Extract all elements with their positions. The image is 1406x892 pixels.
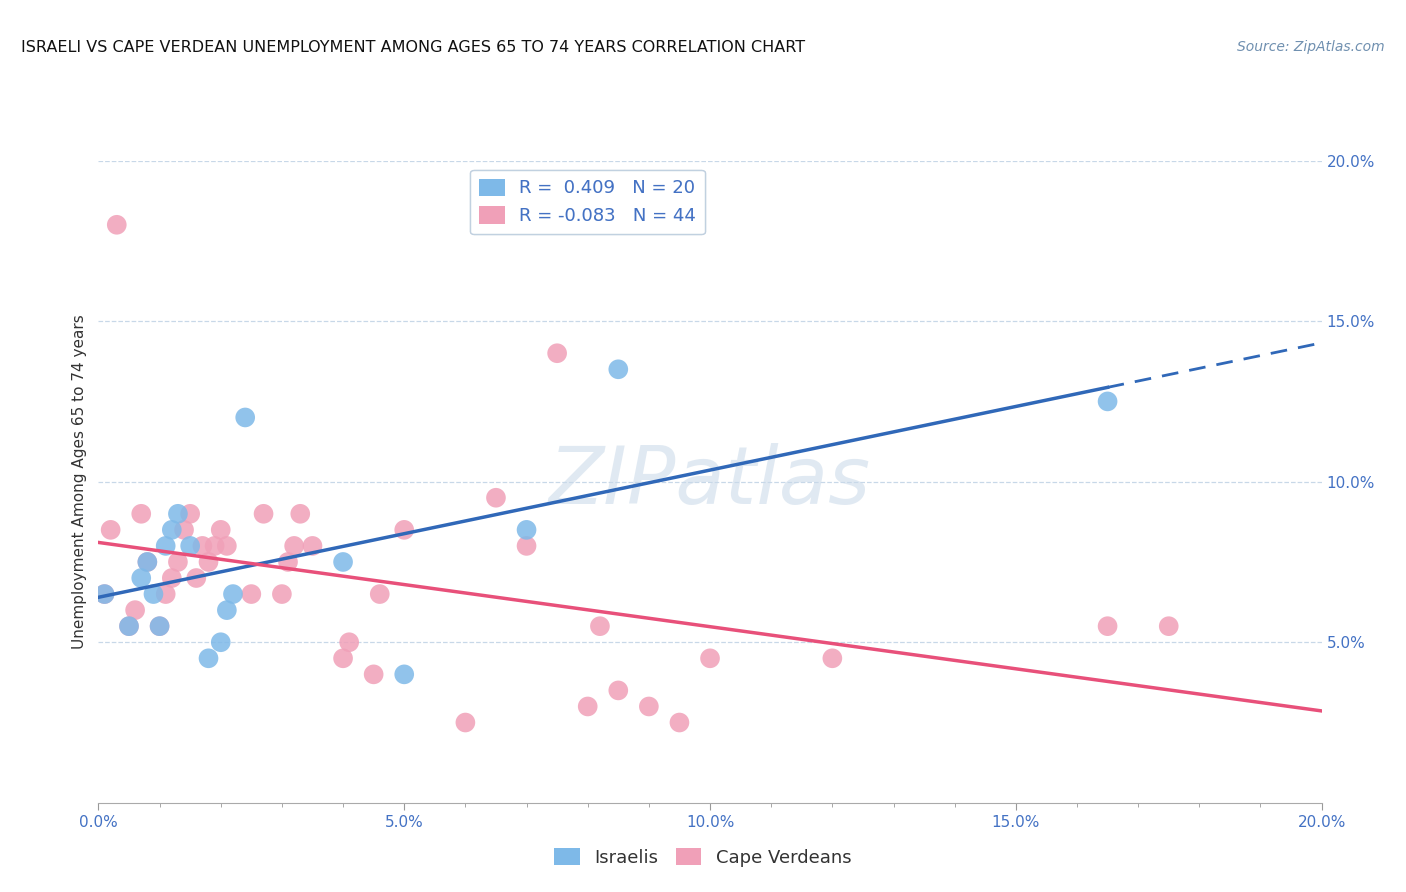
Point (100, 523, 122, 537)
Point (167, 555, 190, 569)
Point (197, 651, 219, 665)
Point (129, 507, 152, 521)
Point (277, 555, 299, 569)
Point (283, 539, 305, 553)
Point (186, 571, 208, 585)
Point (173, 523, 195, 537)
Point (215, 603, 238, 617)
Point (155, 587, 177, 601)
Point (270, 587, 292, 601)
Point (1157, 619, 1180, 633)
Point (215, 539, 238, 553)
Point (124, 603, 146, 617)
Point (454, 715, 477, 730)
Point (222, 587, 245, 601)
Point (191, 539, 214, 553)
Point (149, 619, 172, 633)
Point (337, 635, 360, 649)
Point (1097, 619, 1119, 633)
Point (118, 619, 141, 633)
Text: ZIPatlas: ZIPatlas (548, 442, 872, 521)
Point (93, 587, 115, 601)
Point (332, 555, 354, 569)
Legend: Israelis, Cape Verdeans: Israelis, Cape Verdeans (547, 841, 859, 874)
Point (607, 362, 630, 376)
Text: ISRAELI VS CAPE VERDEAN UNEMPLOYMENT AMONG AGES 65 TO 74 YEARS CORRELATION CHART: ISRAELI VS CAPE VERDEAN UNEMPLOYMENT AMO… (21, 40, 806, 55)
Text: Source: ZipAtlas.com: Source: ZipAtlas.com (1237, 40, 1385, 54)
Point (118, 619, 141, 633)
Point (392, 667, 416, 681)
Point (209, 523, 232, 537)
Point (607, 683, 630, 698)
Point (129, 571, 152, 585)
Point (142, 587, 165, 601)
Point (485, 491, 508, 505)
Point (821, 651, 844, 665)
Point (516, 523, 538, 537)
Point (392, 523, 416, 537)
Legend: R =  0.409   N = 20, R = -0.083   N = 44: R = 0.409 N = 20, R = -0.083 N = 44 (471, 169, 704, 235)
Point (155, 539, 177, 553)
Point (93, 587, 115, 601)
Point (363, 667, 385, 681)
Point (637, 699, 661, 714)
Y-axis label: Unemployment Among Ages 65 to 74 years: Unemployment Among Ages 65 to 74 years (72, 314, 87, 649)
Point (136, 555, 159, 569)
Point (179, 507, 201, 521)
Point (160, 523, 183, 537)
Point (167, 507, 190, 521)
Point (332, 651, 354, 665)
Point (197, 555, 219, 569)
Point (136, 555, 159, 569)
Point (699, 651, 721, 665)
Point (160, 571, 183, 585)
Point (576, 699, 599, 714)
Point (233, 410, 256, 425)
Point (149, 619, 172, 633)
Point (252, 507, 274, 521)
Point (1097, 394, 1119, 409)
Point (516, 539, 538, 553)
Point (301, 539, 323, 553)
Point (105, 218, 128, 232)
Point (368, 587, 391, 601)
Point (209, 635, 232, 649)
Point (204, 539, 226, 553)
Point (546, 346, 568, 360)
Point (179, 539, 201, 553)
Point (668, 715, 690, 730)
Point (290, 507, 312, 521)
Point (240, 587, 263, 601)
Point (589, 619, 612, 633)
